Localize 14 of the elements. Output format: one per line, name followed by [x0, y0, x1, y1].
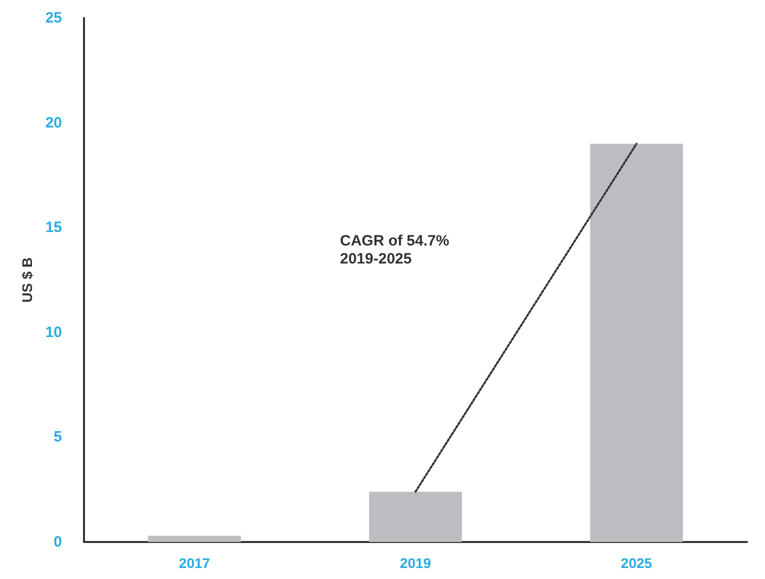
y-tick-label: 20	[45, 114, 62, 132]
bar	[148, 536, 241, 542]
y-tick-label: 15	[45, 219, 62, 236]
x-tick-label: 2019	[400, 555, 432, 571]
y-tick-label: 25	[45, 10, 62, 26]
y-axis-title: US $ B	[19, 257, 35, 303]
y-tick-label: 5	[54, 428, 62, 446]
x-tick-label: 2025	[620, 555, 652, 571]
y-tick-label: 10	[45, 324, 62, 341]
bar	[590, 144, 683, 542]
x-tick-label: 2017	[178, 555, 210, 571]
y-tick-label: 0	[54, 534, 62, 550]
bar	[369, 492, 462, 542]
annotation: CAGR of 54.7% 2019-2025	[340, 232, 450, 268]
